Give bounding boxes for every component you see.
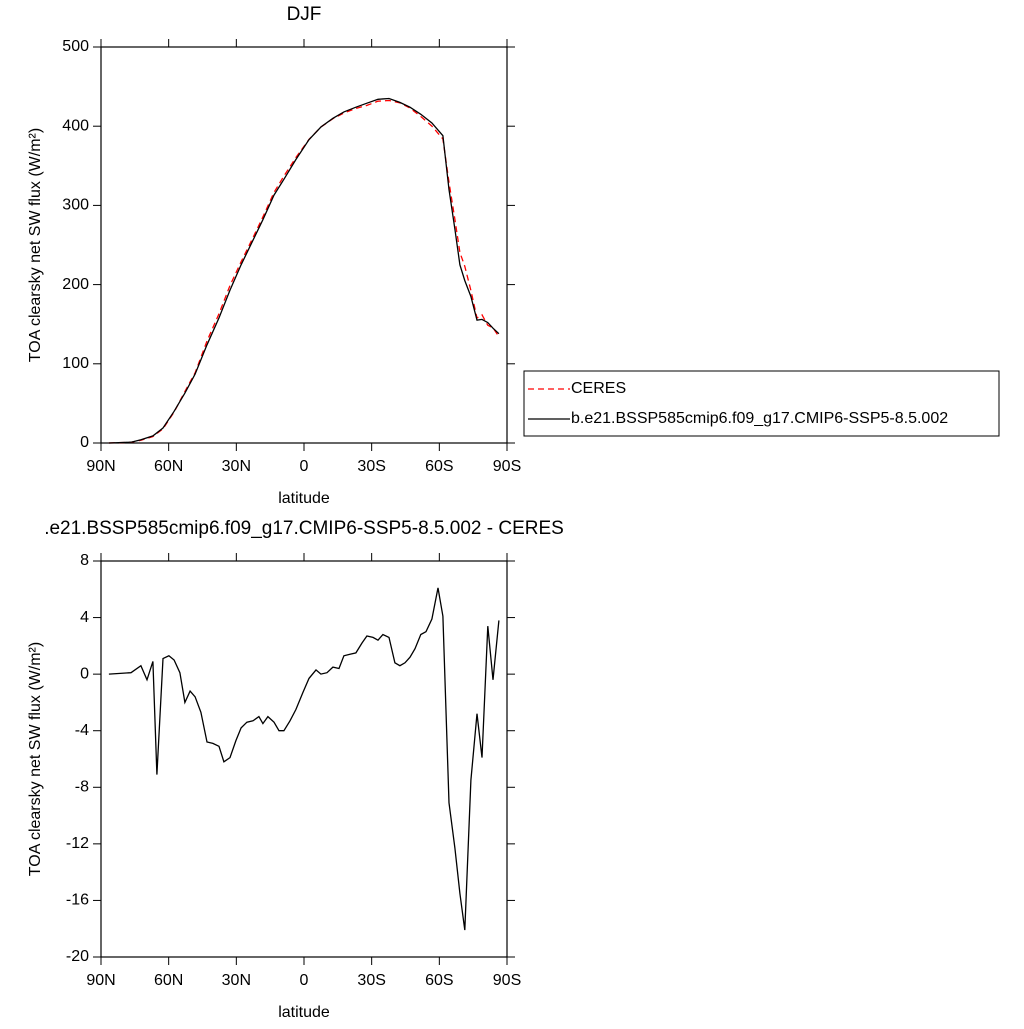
legend-label: b.e21.BSSP585cmip6.f09_g17.CMIP6-SSP5-8.…	[571, 410, 948, 427]
y-tick-label: -20	[66, 948, 89, 965]
chart-title: DJF	[287, 4, 322, 25]
x-tick-label: 90S	[493, 972, 521, 989]
y-tick-label: 0	[80, 665, 89, 682]
x-tick-label: 60S	[425, 458, 453, 475]
x-tick-label: 90N	[86, 458, 115, 475]
y-tick-label: 0	[80, 434, 89, 451]
plot-frame	[100, 46, 508, 444]
data-line	[108, 97, 500, 444]
y-tick-label: 200	[62, 276, 89, 293]
legend-box	[523, 370, 1000, 437]
data-line	[108, 587, 500, 931]
y-tick-label: 8	[80, 552, 89, 569]
y-tick-label: -4	[75, 722, 89, 739]
x-axis-label: latitude	[278, 1004, 330, 1021]
chart-title: .e21.BSSP585cmip6.f09_g17.CMIP6-SSP5-8.5…	[44, 518, 564, 539]
y-axis-label: TOA clearsky net SW flux (W/m²)	[27, 642, 44, 876]
y-axis-label: TOA clearsky net SW flux (W/m²)	[27, 128, 44, 362]
y-tick-label: -12	[66, 835, 89, 852]
x-axis-label: latitude	[278, 490, 330, 507]
y-tick-label: 300	[62, 197, 89, 214]
x-tick-label: 0	[300, 458, 309, 475]
x-tick-label: 90N	[86, 972, 115, 989]
y-tick-label: 500	[62, 38, 89, 55]
x-tick-label: 90S	[493, 458, 521, 475]
x-tick-label: 30N	[222, 458, 251, 475]
legend-label: CERES	[571, 380, 626, 397]
y-tick-label: 4	[80, 609, 89, 626]
x-tick-label: 60N	[154, 972, 183, 989]
x-tick-label: 30S	[357, 972, 385, 989]
plot-frame	[100, 560, 508, 958]
x-tick-label: 60S	[425, 972, 453, 989]
y-tick-label: -16	[66, 892, 89, 909]
x-tick-label: 30S	[357, 458, 385, 475]
x-tick-label: 60N	[154, 458, 183, 475]
y-tick-label: 400	[62, 117, 89, 134]
y-tick-label: -8	[75, 779, 89, 796]
data-line	[108, 99, 500, 444]
x-tick-label: 0	[300, 972, 309, 989]
x-tick-label: 30N	[222, 972, 251, 989]
y-tick-label: 100	[62, 355, 89, 372]
